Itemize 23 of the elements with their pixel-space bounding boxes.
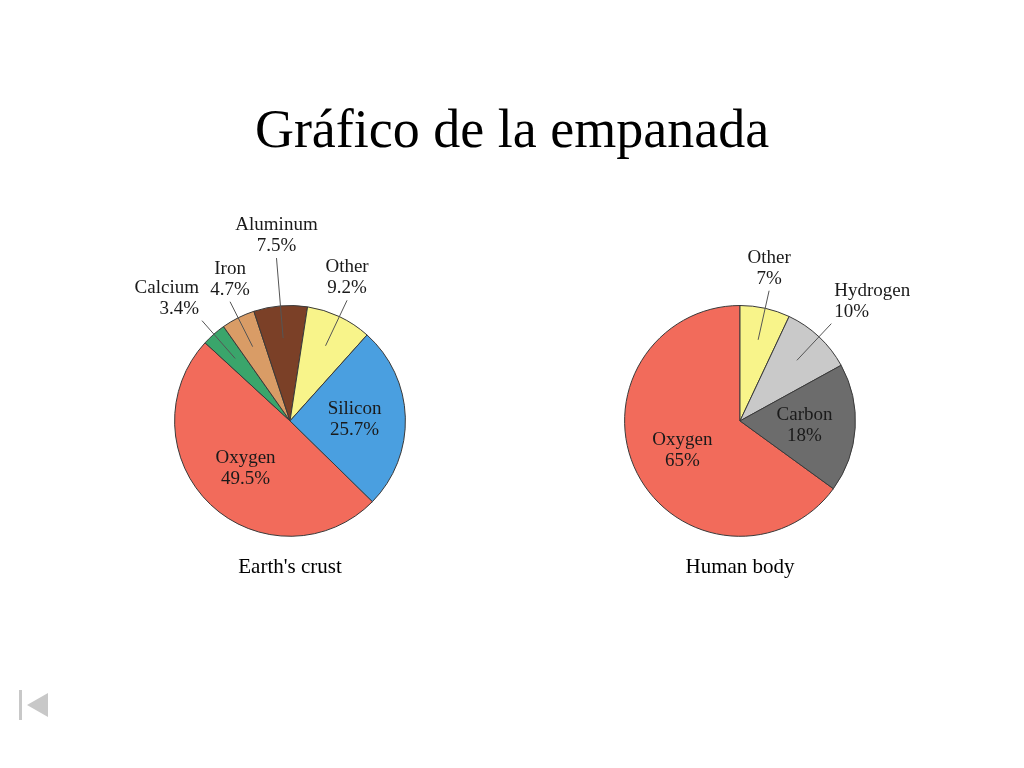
slice-label: Oxygen [215,445,277,467]
data-label: 3.4% [159,296,200,318]
data-label: 7.5% [256,234,297,256]
slice-label: Other [747,245,792,267]
slice-label: Aluminum [235,213,318,235]
data-label: 49.5% [220,466,271,488]
slice-label: Silicon [327,396,382,418]
data-label: 7% [756,266,782,288]
slice-label: Calcium [134,275,200,297]
data-label: 25.7% [330,417,380,439]
slice-label: Other [325,255,370,277]
data-label: 18% [787,423,823,445]
data-label: 10% [834,299,870,321]
slice-label: Carbon [776,402,833,424]
slice-label: Oxygen [652,428,713,450]
slice-label: Hydrogen [834,278,911,300]
text: Earth's crust [238,553,342,578]
data-label: 4.7% [210,277,251,299]
data-label: 9.2% [327,276,368,298]
data-label: 65% [665,449,701,471]
text: Gráfico de la empanada [253,99,771,160]
text: Human body [685,553,796,578]
slice-label: Iron [214,256,247,278]
